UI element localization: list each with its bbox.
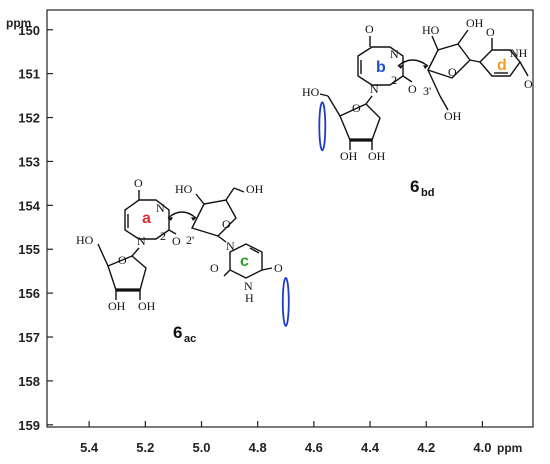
atom-2prime-6ac: 2' <box>186 233 194 247</box>
x-tick-label: 5.2 <box>136 440 154 455</box>
atom-o-ribose-6bd: O <box>448 65 457 79</box>
ring-label-d: d <box>497 57 507 74</box>
ring-label-c: c <box>240 253 249 270</box>
y-tick-label: 158 <box>18 374 40 389</box>
atom-o-ribose-left-6ac: O <box>118 253 127 267</box>
atom-oh-6bd-mid: OH <box>444 109 462 123</box>
atom-h-6ac-uracil: H <box>245 291 254 305</box>
atom-nh-6bd-uracil: NH <box>510 46 528 60</box>
compound-label-6ac: 6 <box>173 323 182 342</box>
atom-oh-6bd-bottom-right: OH <box>368 149 386 163</box>
atom-o-ribose-left-6bd: O <box>352 101 361 115</box>
atom-ho-6ac-top: HO <box>175 182 193 196</box>
atom-o-6ac-top: O <box>134 176 143 190</box>
x-axis-unit-label: ppm <box>497 441 522 455</box>
atom-o-6bd-uracil-right: O <box>524 77 533 91</box>
cross-peak-series <box>281 101 327 327</box>
ring-label-b: b <box>376 59 386 76</box>
plot-frame <box>46 9 534 428</box>
x-tick-label: 4.8 <box>249 440 267 455</box>
atom-oh-6ac-top: OH <box>246 182 264 196</box>
atom-o-link-6ac: O <box>172 234 181 248</box>
structure-6ac: O N N 2 a O 2' HO OH O N O O N H c O <box>76 176 283 313</box>
y-tick-label: 150 <box>18 23 40 38</box>
y-tick-label: 152 <box>18 111 40 126</box>
atom-ho-6ac-left: HO <box>76 233 94 247</box>
atom-o-6bd-uracil-top: O <box>486 25 495 39</box>
y-tick-label: 153 <box>18 154 40 169</box>
atom-oh-6bd-bottom-left: OH <box>340 149 358 163</box>
y-tick-label: 157 <box>18 330 40 345</box>
atom-2-6bd: 2 <box>391 73 397 87</box>
atom-3prime-6bd: 3' <box>423 84 431 98</box>
x-tick-label: 4.2 <box>417 440 435 455</box>
atom-ho-6bd-left: HO <box>302 85 320 99</box>
atom-o-6ac-uracil-right: O <box>274 261 283 275</box>
atom-n-6bd-bottom: N <box>370 82 379 96</box>
atom-n-6ac-uracil-bottom: N <box>244 279 253 293</box>
atom-oh-6bd-top: OH <box>466 16 484 30</box>
y-tick-label: 156 <box>18 286 40 301</box>
x-tick-label: 4.4 <box>361 440 380 455</box>
atom-oh-6ac-bottom-left: OH <box>108 299 126 313</box>
y-tick-label: 155 <box>18 242 40 257</box>
x-tick-label: 5.0 <box>192 440 210 455</box>
compound-sub-6bd: bd <box>421 187 434 199</box>
atom-n-6bd-top: N <box>390 47 399 61</box>
atom-o-6bd-top: O <box>365 22 374 36</box>
y-tick-label: 159 <box>18 418 40 433</box>
atom-n-6ac-bottom: N <box>137 234 146 248</box>
atom-2-6ac: 2 <box>160 229 166 243</box>
cross-peak <box>281 276 290 327</box>
y-tick-label: 154 <box>18 198 40 213</box>
atom-n-6ac-uracil: N <box>226 239 235 253</box>
x-tick-label: 5.4 <box>80 440 99 455</box>
ring-label-a: a <box>142 210 151 227</box>
atom-o-ribose-6ac: O <box>222 217 231 231</box>
compound-sub-6ac: ac <box>184 333 196 345</box>
x-axis: 5.4 5.2 5.0 4.8 4.6 4.4 4.2 4.0 <box>80 421 491 455</box>
atom-o-6ac-uracil-left: O <box>210 261 219 275</box>
atom-n-6ac-top: N <box>156 201 165 215</box>
atom-oh-6ac-bottom-right: OH <box>138 299 156 313</box>
structure-6bd: O N N 2 b O 3' HO OH O OH O NH O d <box>302 16 533 163</box>
atom-ho-6bd-top: HO <box>422 23 440 37</box>
compound-label-6bd: 6 <box>410 177 419 196</box>
cross-peak <box>318 101 327 152</box>
x-tick-label: 4.0 <box>473 440 491 455</box>
atom-o-link-6bd: O <box>408 82 417 96</box>
y-axis: 150 151 152 153 154 155 156 157 158 159 <box>18 23 53 433</box>
y-tick-label: 151 <box>18 67 40 82</box>
y-axis-unit-label: ppm <box>6 16 31 30</box>
x-tick-label: 4.6 <box>305 440 323 455</box>
